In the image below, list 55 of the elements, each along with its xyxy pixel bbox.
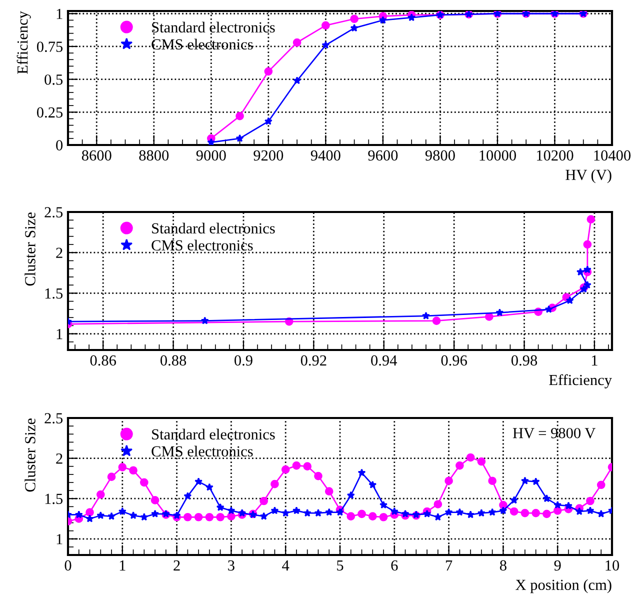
x-tick-label: 10200	[536, 150, 574, 161]
y-tick-label: 0.5	[44, 74, 63, 85]
x-tick-label: 8	[500, 560, 506, 571]
y-tick-label: 1.5	[45, 288, 63, 299]
y-tick-label: 2.5	[44, 413, 63, 424]
legend-label: CMS electronics	[152, 446, 253, 457]
y-tick-label: 2.5	[44, 207, 63, 218]
x-tick-label: 8600	[82, 150, 112, 161]
legend-label: Standard electronics	[152, 222, 275, 234]
y-axis-title: Cluster Size	[24, 418, 36, 492]
y-tick-label: 1	[56, 8, 62, 19]
x-tick-label: 1	[592, 355, 598, 366]
x-tick-label: 5	[337, 560, 344, 571]
legend-label: Standard electronics	[152, 428, 275, 440]
y-tick-label: 0.25	[36, 107, 63, 118]
x-tick-label: 0.86	[90, 355, 116, 366]
x-tick-label: 0.92	[300, 355, 326, 366]
y-tick-label: 0.75	[36, 42, 63, 52]
y-tick-label: 1	[56, 328, 62, 340]
x-tick-label: 10	[606, 560, 620, 571]
x-tick-label: 9000	[196, 150, 226, 161]
x-tick-label: 9200	[254, 150, 284, 161]
x-axis-title: Efficiency	[549, 374, 612, 388]
x-tick-label: 9	[554, 560, 561, 571]
x-tick-label: 1	[120, 560, 126, 570]
x-axis-title: X position (cm)	[516, 579, 612, 594]
x-tick-label: 9600	[368, 150, 398, 161]
y-tick-label: 1	[56, 534, 62, 544]
legend-label: CMS electronics	[152, 38, 253, 50]
x-tick-label: 8800	[139, 150, 169, 161]
y-tick-label: 0	[56, 140, 63, 150]
y-axis-title: Efficiency	[16, 11, 31, 74]
x-tick-label: 3	[228, 560, 234, 571]
x-tick-label: 0.88	[160, 355, 186, 366]
x-tick-label: 9800	[425, 150, 455, 161]
x-axis-title: HV (V)	[566, 169, 612, 184]
annotation: HV = 9800 V	[512, 428, 596, 438]
x-tick-label: 6	[391, 560, 398, 571]
x-tick-label: 0.94	[371, 355, 397, 366]
x-tick-label: 0.96	[441, 355, 467, 366]
x-tick-label: 10000	[480, 150, 516, 161]
x-tick-label: 9400	[310, 150, 340, 161]
x-tick-label: 7	[446, 560, 452, 570]
y-tick-label: 2	[56, 453, 62, 464]
x-tick-label: 0.9	[234, 355, 252, 366]
x-tick-label: 10400	[594, 150, 631, 161]
y-axis-title: Cluster Size	[24, 212, 36, 286]
legend-label: Standard electronics	[152, 22, 275, 33]
legend-label: CMS electronics	[152, 240, 253, 251]
x-tick-label: 0.98	[511, 355, 538, 366]
x-tick-label: 2	[174, 560, 180, 570]
x-tick-label: 4	[282, 560, 290, 570]
y-tick-label: 2	[56, 248, 62, 258]
y-tick-label: 1.5	[45, 494, 63, 504]
x-tick-label: 0	[64, 560, 72, 571]
